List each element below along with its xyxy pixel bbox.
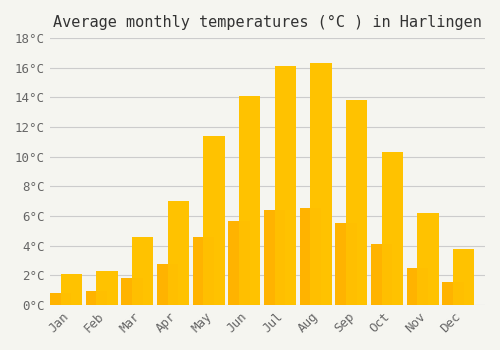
Bar <box>203 136 224 305</box>
Bar <box>168 201 189 305</box>
Bar <box>132 237 154 305</box>
Bar <box>274 66 296 305</box>
Bar <box>453 249 474 305</box>
Bar <box>50 293 72 305</box>
Title: Average monthly temperatures (°C ) in Harlingen: Average monthly temperatures (°C ) in Ha… <box>53 15 482 30</box>
Bar <box>346 100 368 305</box>
Bar <box>382 152 403 305</box>
Bar <box>228 222 250 305</box>
Bar <box>310 63 332 305</box>
Bar <box>264 210 285 305</box>
Bar <box>203 136 224 305</box>
Bar <box>121 278 142 305</box>
Bar <box>239 96 260 305</box>
Bar <box>168 201 189 305</box>
Bar <box>417 213 438 305</box>
Bar <box>96 271 118 305</box>
Bar <box>274 66 296 305</box>
Bar <box>132 237 154 305</box>
Bar <box>346 100 368 305</box>
Bar <box>96 271 118 305</box>
Bar <box>157 264 178 305</box>
Bar <box>442 282 464 305</box>
Bar <box>310 63 332 305</box>
Bar <box>453 249 474 305</box>
Bar <box>300 208 321 305</box>
Bar <box>382 152 403 305</box>
Bar <box>406 268 428 305</box>
Bar <box>60 274 82 305</box>
Bar <box>192 237 214 305</box>
Bar <box>86 292 107 305</box>
Bar <box>239 96 260 305</box>
Bar <box>335 223 356 305</box>
Bar <box>417 213 438 305</box>
Bar <box>60 274 82 305</box>
Bar <box>371 244 392 305</box>
